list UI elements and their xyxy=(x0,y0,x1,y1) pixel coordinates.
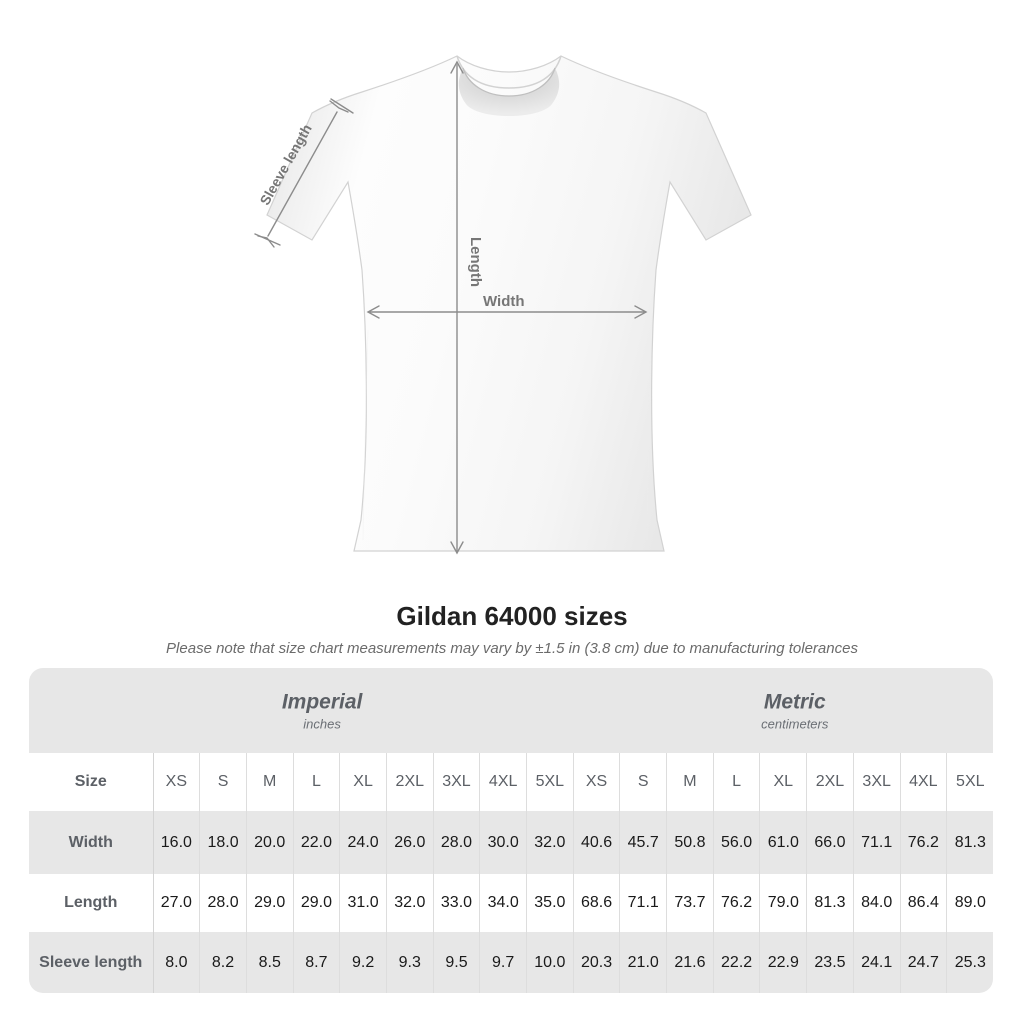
svg-text:Length: Length xyxy=(467,237,484,287)
svg-text:Width: Width xyxy=(483,293,525,310)
